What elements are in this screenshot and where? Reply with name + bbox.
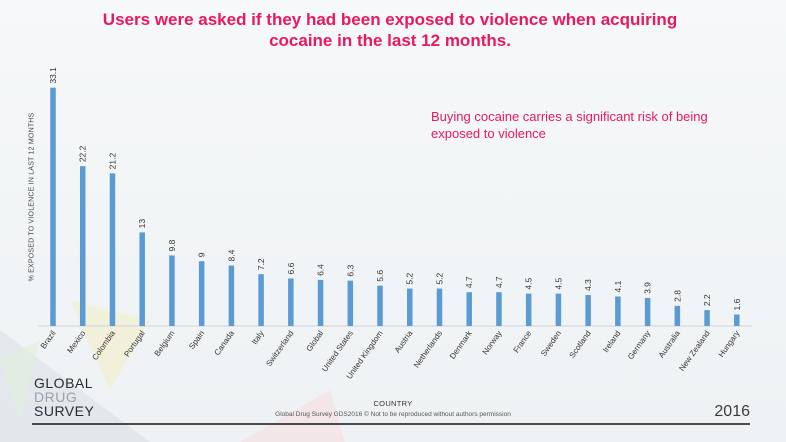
tick-label-france: France bbox=[512, 329, 534, 355]
tick-label-hungary: Hungary bbox=[717, 329, 742, 359]
tick-label-norway: Norway bbox=[481, 329, 504, 356]
bg-triangle-gray bbox=[0, 330, 150, 442]
bar-ireland bbox=[615, 296, 621, 326]
bar-germany bbox=[644, 297, 651, 326]
bar-brazil bbox=[50, 87, 56, 327]
bar-united-kingdom bbox=[377, 285, 383, 326]
bar-france bbox=[525, 293, 532, 326]
tick-label-brazil: Brazil bbox=[39, 329, 58, 351]
value-labels-group: 33.1 22.2 21.2 13 9.8 9 8.4 7.2 6.6 6.4 6.3 5.6 5.2 5… bbox=[48, 67, 742, 311]
value-label-spain: 9 bbox=[197, 252, 207, 257]
y-axis-label: % EXPOSED TO VIOLENCE IN LAST 12 MONTHS bbox=[28, 112, 36, 282]
value-label-belgium: 9.8 bbox=[167, 239, 177, 251]
tick-label-italy: Italy bbox=[250, 329, 266, 346]
value-label-australia: 2.8 bbox=[672, 290, 682, 302]
tick-label-spain: Spain bbox=[187, 329, 206, 351]
logo-line-drug: DRUG bbox=[34, 389, 78, 405]
bars-group bbox=[50, 87, 740, 327]
bar-sweden bbox=[555, 293, 562, 326]
value-label-mexico: 22.2 bbox=[78, 145, 88, 162]
copyright-note: Global Drug Survey GDS2016 © Not to be r… bbox=[275, 411, 511, 418]
tick-label-denmark: Denmark bbox=[448, 328, 475, 361]
bar-scotland bbox=[585, 295, 591, 326]
bar-portugal bbox=[139, 232, 145, 326]
value-label-global: 6.4 bbox=[316, 264, 326, 276]
value-label-switzerland: 6.6 bbox=[286, 262, 296, 274]
bar-australia bbox=[674, 305, 681, 326]
bar-switzerland bbox=[288, 278, 294, 326]
value-label-scotland: 4.3 bbox=[583, 279, 593, 291]
value-label-ireland: 4.1 bbox=[613, 280, 623, 292]
bar-united-states bbox=[347, 280, 354, 326]
logo-line-survey: SURVEY bbox=[34, 403, 95, 419]
value-label-united-kingdom: 5.6 bbox=[375, 270, 385, 282]
bg-triangle-green bbox=[0, 340, 40, 420]
tick-label-germany: Germany bbox=[626, 329, 652, 361]
value-label-italy: 7.2 bbox=[256, 258, 266, 270]
tick-label-belgium: Belgium bbox=[153, 329, 177, 358]
value-label-denmark: 4.7 bbox=[464, 276, 474, 288]
value-label-portugal: 13 bbox=[137, 219, 147, 229]
bar-austria bbox=[407, 288, 413, 326]
value-label-netherlands: 5.2 bbox=[434, 272, 444, 284]
tick-label-canada: Canada bbox=[213, 329, 237, 358]
value-label-germany: 3.9 bbox=[643, 282, 653, 294]
value-label-hungary: 1.6 bbox=[732, 298, 742, 310]
bar-colombia bbox=[109, 173, 116, 326]
tick-labels-group: Brazil Mexico Colombia Portugal Belgium Spain… bbox=[39, 328, 742, 381]
bar-norway bbox=[496, 292, 502, 326]
global-drug-survey-logo: GLOBAL DRUG SURVEY bbox=[34, 376, 94, 418]
tick-label-netherlands: Netherlands bbox=[412, 329, 444, 370]
tick-label-global: Global bbox=[305, 329, 326, 353]
tick-label-sweden: Sweden bbox=[539, 329, 563, 358]
value-label-new-zealand: 2.2 bbox=[702, 294, 712, 306]
chart-annotation: Buying cocaine carries a significant ris… bbox=[431, 109, 708, 141]
bar-denmark bbox=[466, 292, 472, 326]
tick-label-mexico: Mexico bbox=[65, 329, 87, 355]
bottom-divider bbox=[32, 423, 750, 425]
bar-italy bbox=[258, 274, 264, 326]
chart-title: Users were asked if they had been expose… bbox=[102, 10, 678, 50]
value-label-austria: 5.2 bbox=[405, 272, 415, 284]
bar-netherlands bbox=[436, 288, 443, 326]
bar-mexico bbox=[79, 166, 86, 326]
value-label-united-states: 6.3 bbox=[345, 265, 355, 277]
x-axis-label: COUNTRY bbox=[373, 399, 413, 408]
survey-year: 2016 bbox=[714, 403, 750, 420]
tick-label-new-zealand: New Zealand bbox=[677, 329, 711, 373]
bg-triangle-yellow bbox=[70, 300, 150, 390]
tick-label-switzerland: Switzerland bbox=[264, 329, 295, 368]
bar-new-zealand bbox=[704, 310, 710, 326]
bg-triangle-red bbox=[240, 390, 345, 442]
tick-label-austria: Austria bbox=[393, 329, 415, 355]
value-label-france: 4.5 bbox=[524, 278, 534, 290]
tick-label-ireland: Ireland bbox=[601, 329, 622, 354]
bar-hungary bbox=[734, 314, 740, 326]
tick-label-australia: Australia bbox=[657, 329, 683, 360]
value-label-colombia: 21.2 bbox=[107, 153, 117, 170]
value-label-canada: 8.4 bbox=[226, 249, 236, 261]
bar-spain bbox=[198, 261, 205, 326]
bar-global bbox=[317, 279, 324, 326]
bar-belgium bbox=[169, 255, 175, 326]
logo-line-global: GLOBAL bbox=[34, 375, 94, 391]
value-label-norway: 4.7 bbox=[494, 276, 504, 288]
tick-label-scotland: Scotland bbox=[568, 329, 593, 360]
bar-canada bbox=[228, 265, 235, 326]
value-label-sweden: 4.5 bbox=[553, 278, 563, 290]
value-label-brazil: 33.1 bbox=[48, 67, 58, 84]
